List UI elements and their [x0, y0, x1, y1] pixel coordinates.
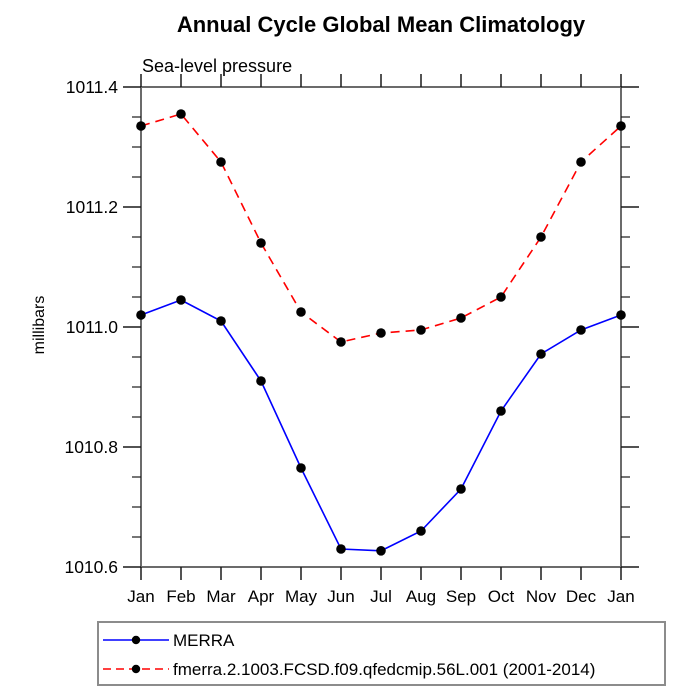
- data-point-marker: [176, 109, 186, 119]
- chart-legend: MERRA fmerra.2.1003.FCSD.f09.qfedcmip.56L…: [97, 621, 666, 686]
- data-point-marker: [296, 307, 306, 317]
- data-point-marker: [616, 310, 626, 320]
- data-series: [136, 109, 626, 556]
- x-tick-label: Mar: [206, 587, 236, 606]
- data-point-marker: [336, 337, 346, 347]
- axis-ticks: [123, 74, 639, 580]
- data-point-marker: [136, 121, 146, 131]
- x-tick-label: Jul: [370, 587, 392, 606]
- plot-border: [140, 86, 622, 568]
- legend-label: fmerra.2.1003.FCSD.f09.qfedcmip.56L.001 …: [173, 660, 595, 679]
- axis-labels: 1010.6 1010.8 1011.0 1011.2 1011.4 Jan Feb Mar A…: [64, 77, 634, 606]
- plot-frame: [140, 86, 622, 568]
- x-tick-label: Dec: [566, 587, 597, 606]
- y-tick-label: 1011.2: [66, 197, 118, 217]
- data-point-marker: [536, 232, 546, 242]
- data-point-marker: [216, 316, 226, 326]
- series-line: [140, 113, 622, 343]
- chart-title: Annual Cycle Global Mean Climatology: [177, 12, 586, 37]
- data-point-marker: [576, 325, 586, 335]
- data-point-marker: [256, 376, 266, 386]
- data-point-marker: [216, 157, 226, 167]
- x-tick-label: May: [285, 587, 318, 606]
- data-point-marker: [296, 463, 306, 473]
- data-point-marker: [416, 526, 426, 536]
- y-tick-label: 1010.6: [64, 557, 118, 577]
- data-point-marker: [616, 121, 626, 131]
- x-tick-label: Aug: [406, 587, 436, 606]
- data-point-marker: [336, 544, 346, 554]
- data-point-marker: [496, 406, 506, 416]
- legend-label: MERRA: [173, 631, 235, 650]
- x-tick-label: Feb: [166, 587, 195, 606]
- y-tick-label: 1011.4: [66, 77, 118, 97]
- x-tick-label: Jun: [327, 587, 354, 606]
- data-point-marker: [496, 292, 506, 302]
- data-point-marker: [456, 484, 466, 494]
- data-point-marker: [376, 328, 386, 338]
- y-axis-title: millibars: [31, 296, 48, 355]
- data-point-marker: [576, 157, 586, 167]
- data-point-marker: [376, 546, 386, 556]
- x-tick-label: Jan: [607, 587, 634, 606]
- x-tick-label: Nov: [526, 587, 557, 606]
- data-point-marker: [456, 313, 466, 323]
- legend-box: [97, 621, 666, 686]
- data-point-marker: [536, 349, 546, 359]
- data-point-marker: [136, 310, 146, 320]
- x-tick-label: Jan: [127, 587, 154, 606]
- data-point-marker: [176, 295, 186, 305]
- chart-subtitle: Sea-level pressure: [142, 56, 292, 76]
- y-tick-label: 1010.8: [64, 437, 118, 457]
- x-tick-label: Apr: [248, 587, 275, 606]
- legend-marker: [131, 664, 141, 674]
- data-point-marker: [416, 325, 426, 335]
- y-tick-label: 1011.0: [66, 317, 118, 337]
- x-tick-label: Sep: [446, 587, 476, 606]
- data-point-marker: [256, 238, 266, 248]
- legend-marker: [131, 635, 141, 645]
- x-tick-label: Oct: [488, 587, 515, 606]
